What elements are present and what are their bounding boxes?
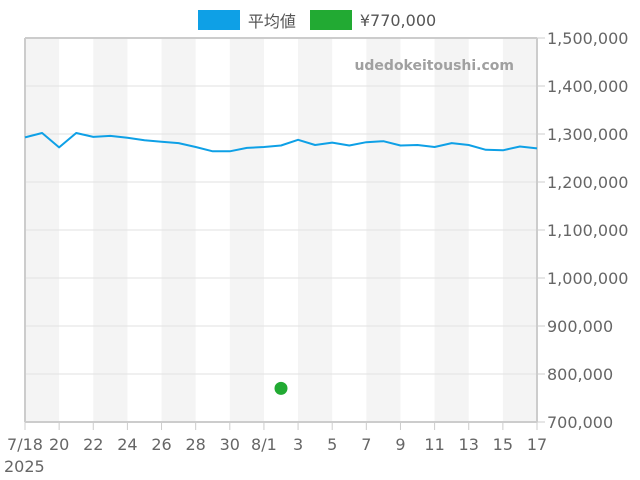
price-point-marker[interactable]: [274, 381, 288, 395]
average-price-line: [24, 132, 538, 153]
legend-swatch-price: [309, 10, 352, 30]
y-tick-label: 1,200,000: [547, 173, 628, 192]
watermark: udedokeitoushi.com: [354, 58, 514, 74]
x-tick-label: 7/18: [7, 435, 43, 454]
x-tick-label: 20: [49, 435, 69, 454]
y-tick-label: 1,500,000: [547, 29, 628, 48]
legend-label-average: 平均値: [247, 12, 296, 31]
x-tick-label: 17: [527, 435, 547, 454]
y-tick-label: 900,000: [547, 317, 613, 336]
x-tick-label: 3: [293, 435, 303, 454]
x-tick-label: 7: [361, 435, 371, 454]
y-tick-label: 700,000: [547, 413, 613, 432]
y-tick-label: 1,000,000: [547, 269, 628, 288]
y-tick-label: 800,000: [547, 365, 613, 384]
series: [24, 132, 538, 395]
x-tick-label: 11: [424, 435, 444, 454]
x-tick-label: 15: [493, 435, 513, 454]
x-tick-label: 22: [83, 435, 103, 454]
x-tick-label: 24: [117, 435, 137, 454]
x-tick-label: 9: [395, 435, 405, 454]
y-axis-labels: 1,500,000 1,400,000 1,300,000 1,200,000 1,10…: [547, 29, 628, 432]
legend-item-price[interactable]: ¥770,000: [309, 10, 437, 30]
legend-swatch-average: [197, 10, 240, 30]
legend-label-price: ¥770,000: [359, 10, 437, 30]
y-tick-label: 1,300,000: [547, 125, 628, 144]
axes: [24, 37, 545, 430]
legend: 平均値 ¥770,000: [0, 8, 640, 32]
x-year-label: 2025: [4, 457, 45, 476]
x-tick-label: 8/1: [251, 435, 277, 454]
x-axis-labels: 7/18 20 22 24 26 28 30 8/1 3 5 7 9 11 13 15 17 2025: [4, 435, 547, 476]
x-tick-label: 13: [459, 435, 479, 454]
x-tick-label: 26: [151, 435, 171, 454]
y-tick-label: 1,400,000: [547, 77, 628, 96]
x-tick-label: 28: [185, 435, 205, 454]
legend-item-average[interactable]: 平均値: [197, 8, 296, 32]
x-tick-label: 30: [220, 435, 240, 454]
x-tick-label: 5: [327, 435, 337, 454]
y-tick-label: 1,100,000: [547, 221, 628, 240]
